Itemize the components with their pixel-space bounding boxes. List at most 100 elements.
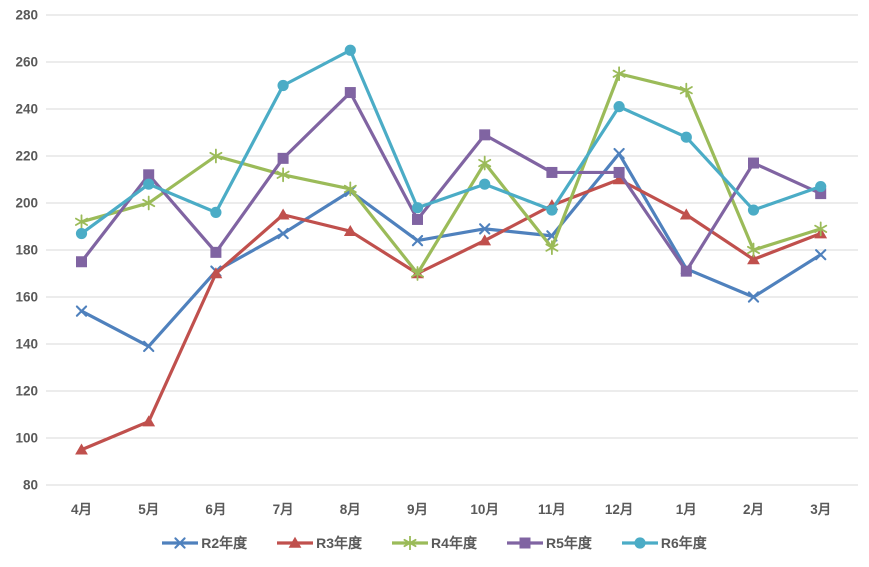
data-point-square-icon	[680, 265, 692, 277]
x-axis-tick-label: 1月	[676, 502, 697, 517]
data-point-asterisk-icon	[814, 221, 828, 237]
data-point-square-icon	[613, 166, 625, 178]
x-axis-tick-label: 9月	[407, 502, 428, 517]
data-point-square-icon	[519, 537, 531, 549]
x-axis-tick-label: 11月	[538, 502, 566, 517]
data-point-triangle-icon	[75, 443, 88, 455]
data-point-asterisk-icon	[679, 82, 693, 98]
x-axis-tick-label: 5月	[138, 502, 159, 517]
data-point-circle-icon	[411, 202, 424, 214]
y-axis-tick-label: 200	[15, 196, 38, 211]
data-point-circle-icon	[747, 204, 760, 216]
legend-label-r3: R3年度	[316, 535, 363, 551]
data-point-square-icon	[143, 169, 155, 181]
data-point-triangle-icon	[478, 234, 492, 246]
series-line-R2年度	[79, 152, 823, 348]
data-point-square-icon	[748, 157, 759, 169]
legend-item-r4: R4年度	[392, 533, 477, 553]
data-point-circle-icon	[143, 178, 155, 190]
series-line-R5年度	[79, 90, 823, 273]
data-point-x-icon	[747, 291, 760, 303]
data-point-asterisk-icon	[343, 181, 357, 197]
data-point-triangle-icon	[343, 225, 357, 236]
series-line-R3年度	[79, 177, 823, 452]
data-point-asterisk-icon	[545, 240, 559, 256]
legend-item-r6: R6年度	[621, 533, 707, 553]
data-point-x-icon	[411, 234, 424, 247]
data-point-circle-icon	[634, 537, 646, 549]
data-point-circle-icon	[613, 101, 625, 113]
x-axis-tick-label: 10月	[470, 502, 499, 517]
data-point-circle-icon	[479, 178, 491, 190]
legend-item-r3: R3年度	[277, 533, 362, 553]
data-point-triangle-icon	[679, 208, 693, 220]
y-axis-tick-label: 80	[23, 478, 38, 493]
x-axis-tick-label: 4月	[71, 502, 92, 517]
x-axis-tick-label: 8月	[340, 502, 361, 517]
data-point-asterisk-icon	[209, 148, 223, 164]
y-axis-tick-label: 260	[15, 55, 38, 70]
data-point-triangle-icon	[612, 173, 626, 185]
data-point-square-icon	[479, 129, 491, 141]
y-axis-tick-label: 140	[15, 337, 38, 352]
x-axis-tick-label: 7月	[273, 502, 294, 517]
legend-x-marker-icon	[162, 537, 199, 549]
chart-legend: R2年度 R3年度 R4年度 R5年度 R6年度	[0, 533, 869, 553]
data-point-x-icon	[277, 227, 289, 240]
data-point-square-icon	[344, 87, 356, 99]
data-point-asterisk-icon	[142, 195, 156, 211]
legend-square-marker-icon	[506, 537, 543, 549]
y-axis-tick-label: 100	[15, 431, 38, 446]
legend-item-r2: R2年度	[162, 533, 247, 553]
data-point-x-icon	[613, 148, 625, 160]
data-point-x-icon	[75, 305, 88, 317]
data-point-x-icon	[174, 537, 186, 549]
data-point-circle-icon	[210, 206, 222, 218]
series-line-R4年度	[79, 72, 823, 276]
legend-item-r5: R5年度	[506, 533, 592, 553]
data-point-square-icon	[76, 256, 87, 268]
data-point-triangle-icon	[288, 536, 302, 548]
data-point-asterisk-icon	[75, 214, 88, 230]
data-point-circle-icon	[75, 227, 88, 240]
data-point-circle-icon	[815, 180, 827, 193]
data-point-asterisk-icon	[276, 167, 290, 183]
data-point-circle-icon	[680, 131, 692, 143]
data-point-triangle-icon	[747, 253, 760, 265]
data-point-circle-icon	[344, 44, 356, 56]
plot-area: 280 260 240 220 200 180 160 140 120 100 80 4月 5月 6月 7月…	[15, 8, 858, 517]
y-axis-tick-label: 160	[15, 290, 38, 305]
y-axis-tick-label: 240	[15, 102, 38, 117]
x-axis-tick-label: 3月	[810, 502, 831, 517]
data-point-circle-icon	[277, 79, 289, 92]
data-point-asterisk-icon	[410, 266, 425, 281]
data-point-square-icon	[210, 246, 222, 258]
legend-label-r6: R6年度	[660, 535, 707, 551]
data-point-x-icon	[143, 340, 155, 353]
legend-triangle-marker-icon	[277, 536, 314, 548]
legend-label-r5: R5年度	[545, 535, 592, 551]
data-point-asterisk-icon	[612, 66, 626, 82]
x-axis-tick-label: 2月	[743, 502, 764, 517]
data-point-x-icon	[815, 249, 827, 261]
data-point-square-icon	[546, 166, 558, 178]
data-point-square-icon	[412, 213, 423, 225]
data-point-square-icon	[277, 152, 289, 164]
x-axis-tick-label: 12月	[605, 502, 634, 517]
data-point-square-icon	[815, 188, 827, 200]
legend-circle-marker-icon	[621, 537, 658, 549]
data-point-asterisk-icon	[478, 155, 492, 171]
y-axis-tick-label: 120	[15, 384, 38, 399]
legend-label-r2: R2年度	[201, 535, 248, 551]
y-axis-tick-label: 220	[15, 149, 38, 164]
data-point-circle-icon	[546, 204, 558, 216]
y-axis-tick-label: 280	[15, 8, 38, 23]
series-line-R6年度	[79, 48, 823, 236]
data-point-x-icon	[479, 223, 491, 235]
legend-asterisk-marker-icon	[392, 536, 429, 550]
data-point-triangle-icon	[142, 415, 156, 427]
data-point-triangle-icon	[209, 267, 223, 279]
y-axis-tick-label: 180	[15, 243, 38, 258]
legend-label-r4: R4年度	[431, 535, 477, 551]
